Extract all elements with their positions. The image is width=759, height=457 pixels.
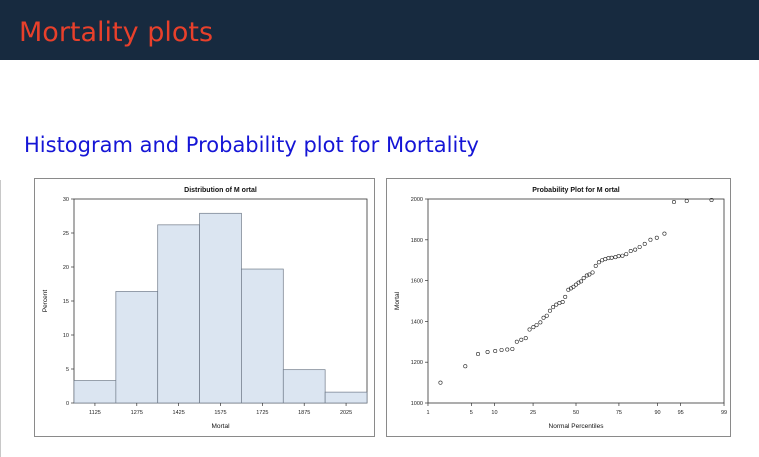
histogram-y-axis-label: Percent	[42, 290, 49, 313]
data-point	[662, 231, 667, 236]
data-point	[579, 279, 584, 284]
y-tick-label-1800: 1800	[411, 238, 423, 244]
slide-title: Mortality plots	[19, 17, 214, 48]
data-point	[593, 263, 598, 268]
data-point	[547, 308, 552, 313]
data-point	[637, 244, 642, 249]
data-point	[648, 237, 653, 242]
x-tick-label-10: 10	[491, 410, 497, 416]
probability-plot-chart: Probability Plot for M ortal 1000 1200 1400…	[394, 187, 727, 430]
slide-subtitle: Histogram and Probability plot for Morta…	[24, 133, 479, 157]
x-tick-label-1875: 1875	[298, 410, 310, 416]
data-point	[574, 282, 579, 287]
data-point	[544, 313, 549, 318]
y-tick-label-10: 10	[63, 333, 69, 339]
x-tick-label-1575: 1575	[214, 410, 226, 416]
title-bar: Mortality plots	[0, 0, 759, 60]
probability-plot-panel: Probability Plot for M ortal 1000 1200 1400…	[386, 178, 731, 437]
data-point	[584, 273, 589, 278]
histogram-bar-1575	[199, 212, 242, 404]
data-point	[606, 256, 611, 261]
y-tick-label-25: 25	[63, 231, 69, 237]
data-point	[485, 350, 490, 355]
probability-plot-x-axis-label: Normal Percentiles	[549, 423, 605, 430]
x-tick-label-2025: 2025	[340, 410, 352, 416]
histogram-x-axis-label: Mortal	[211, 423, 230, 430]
data-point	[633, 247, 638, 252]
y-tick-label-20: 20	[63, 265, 69, 271]
x-tick-label-95: 95	[678, 410, 684, 416]
data-point	[541, 315, 546, 320]
x-tick-label-5: 5	[470, 410, 473, 416]
histogram-panel: Distribution of M ortal 1125 1275 1425 1575 1…	[34, 178, 375, 437]
histogram-bar-1275	[115, 291, 159, 404]
data-point	[587, 272, 592, 277]
data-point	[493, 348, 498, 353]
histogram-bar-1425	[157, 224, 200, 404]
y-tick-label-2000: 2000	[411, 197, 423, 203]
x-tick-label-1725: 1725	[256, 410, 268, 416]
data-point	[590, 270, 595, 275]
x-tick-label-75: 75	[616, 410, 622, 416]
data-point	[563, 294, 568, 299]
data-point	[551, 305, 556, 310]
data-point	[510, 346, 515, 351]
y-tick-label-15: 15	[63, 299, 69, 305]
x-tick-label-99: 99	[721, 410, 727, 416]
data-point	[609, 255, 614, 260]
data-point	[560, 300, 565, 305]
data-point	[654, 235, 659, 240]
data-point	[671, 200, 676, 205]
probability-plot-frame	[427, 198, 725, 404]
y-tick-label-1200: 1200	[411, 360, 423, 366]
data-point	[523, 336, 528, 341]
y-tick-label-1600: 1600	[411, 279, 423, 285]
data-point	[642, 241, 647, 246]
data-point	[476, 352, 481, 357]
data-point	[620, 253, 625, 258]
x-tick-label-1275: 1275	[131, 410, 143, 416]
x-tick-label-1: 1	[426, 410, 429, 416]
histogram-bar-2025	[324, 391, 368, 404]
x-tick-label-1425: 1425	[173, 410, 185, 416]
data-point	[628, 249, 633, 254]
histogram-chart: Distribution of M ortal 1125 1275 1425 1575 1…	[42, 187, 368, 430]
histogram-title: Distribution of M ortal	[184, 187, 257, 194]
y-tick-label-1000: 1000	[411, 401, 423, 407]
data-point	[554, 302, 559, 307]
data-point	[531, 325, 536, 330]
data-point	[596, 260, 601, 265]
data-point	[534, 323, 539, 328]
data-point	[527, 327, 532, 332]
probability-plot-y-axis-label: Mortal	[394, 291, 401, 310]
data-point	[571, 284, 576, 289]
data-point	[624, 252, 629, 257]
x-tick-label-50: 50	[573, 410, 579, 416]
histogram-bar-1125	[73, 380, 117, 404]
data-point	[519, 337, 524, 342]
data-point	[709, 198, 714, 203]
x-tick-label-25: 25	[530, 410, 536, 416]
data-point	[684, 199, 689, 204]
x-tick-label-1125: 1125	[89, 410, 101, 416]
left-edge-line	[0, 180, 1, 457]
y-tick-label-5: 5	[66, 367, 69, 373]
data-point	[616, 254, 621, 259]
data-point	[505, 347, 510, 352]
data-point	[581, 276, 586, 281]
data-point	[463, 364, 468, 369]
data-point	[514, 339, 519, 344]
y-tick-label-30: 30	[63, 197, 69, 203]
data-point	[438, 380, 443, 385]
data-point	[499, 347, 504, 352]
histogram-bar-1725	[241, 268, 284, 404]
y-tick-label-0: 0	[66, 401, 69, 407]
x-tick-label-90: 90	[654, 410, 660, 416]
data-point	[538, 320, 543, 325]
probability-plot-title: Probability Plot for M ortal	[532, 187, 620, 194]
y-tick-label-1400: 1400	[411, 319, 423, 325]
histogram-bar-1875	[282, 369, 326, 404]
